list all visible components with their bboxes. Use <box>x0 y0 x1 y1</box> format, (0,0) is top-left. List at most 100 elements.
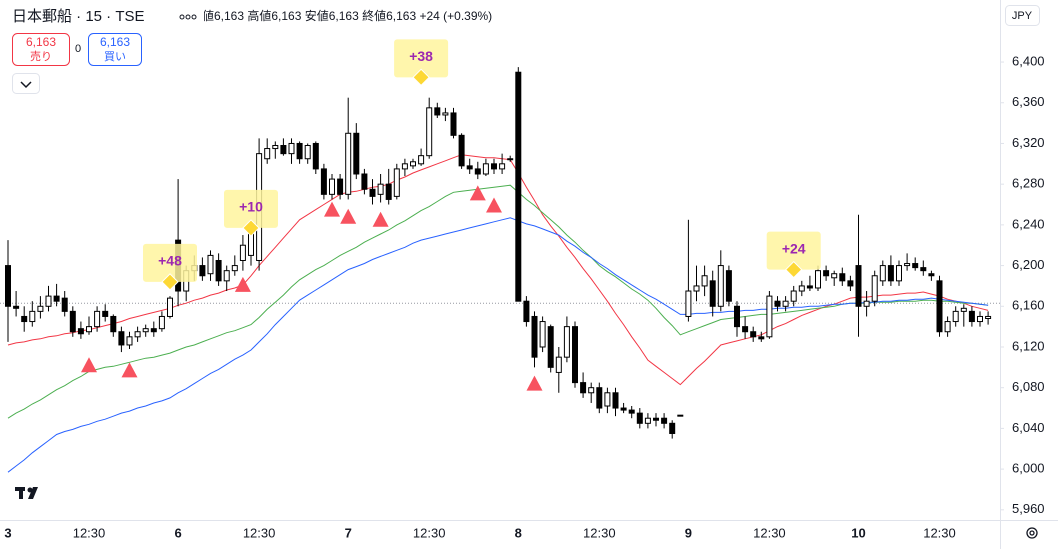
candle-body <box>21 315 28 323</box>
annotation-point <box>412 68 430 87</box>
settings-icon[interactable] <box>1026 527 1038 539</box>
buy-label: 買い <box>104 50 126 63</box>
candle-body <box>207 254 214 275</box>
y-tick-label: 6,320 <box>1012 135 1045 150</box>
candle-body <box>588 387 595 394</box>
y-tick-label: 6,160 <box>1012 298 1045 313</box>
candle-body <box>531 315 538 358</box>
annotation-box <box>766 231 821 270</box>
ma-line <box>7 217 989 473</box>
y-tick-label: 6,240 <box>1012 216 1045 231</box>
candle-body <box>434 107 441 116</box>
candle-body <box>29 310 36 323</box>
candle-body <box>94 310 101 328</box>
candle-body <box>142 328 149 333</box>
tv-logo <box>15 487 38 499</box>
candle-body <box>426 107 433 157</box>
candle-body <box>742 326 749 333</box>
candle-body <box>790 290 797 302</box>
candle-body <box>223 270 230 282</box>
sell-button[interactable] <box>12 33 70 66</box>
candle-body <box>118 331 125 346</box>
sell-price: 6,163 <box>26 35 56 49</box>
candle-body <box>547 326 554 368</box>
annotation-text: +24 <box>782 240 806 256</box>
annotation-point <box>784 260 803 279</box>
candle-body <box>960 307 967 312</box>
y-tick-label: 6,120 <box>1012 338 1045 353</box>
signal-marker <box>526 375 543 391</box>
candle-body <box>304 145 311 160</box>
candle-body <box>296 142 303 160</box>
candle-body <box>280 145 287 155</box>
annotation-text: +38 <box>409 48 433 64</box>
candle-body <box>758 336 765 340</box>
annotation-text: +10 <box>239 199 263 215</box>
candle-body <box>167 297 173 317</box>
x-tick-label: 12:30 <box>583 525 616 540</box>
candle-body <box>644 417 651 424</box>
buy-price: 6,163 <box>100 35 130 49</box>
sell-label: 売り <box>30 50 52 63</box>
signal-marker <box>234 276 251 292</box>
candle-body <box>466 165 473 170</box>
candle-body <box>604 392 611 407</box>
currency-button[interactable] <box>1005 5 1040 26</box>
candle-body <box>491 163 497 170</box>
candle-body <box>572 326 578 384</box>
candle-body <box>53 295 60 302</box>
y-tick-label: 6,080 <box>1012 379 1045 394</box>
candle-body <box>944 321 951 333</box>
x-tick-label: 12:30 <box>243 525 276 540</box>
candle-body <box>369 188 376 197</box>
candle-body <box>393 168 400 197</box>
annotation-point <box>242 219 260 237</box>
candle-body <box>150 328 157 333</box>
candle-body <box>653 417 659 421</box>
ohlc-line: 始値6,163 高値6,163 安値6,163 終値6,163 +24 (+0.… <box>190 8 492 23</box>
candle-body <box>353 132 360 175</box>
candle-body <box>215 259 222 282</box>
candle-body <box>239 244 246 261</box>
annotation-box <box>394 39 449 78</box>
title-box[interactable] <box>4 4 204 30</box>
candle-body <box>499 163 506 170</box>
candle-body <box>442 112 449 116</box>
candle-body <box>134 331 141 338</box>
signal-marker <box>340 208 357 224</box>
y-tick-label: 6,400 <box>1012 53 1045 68</box>
candle-body <box>515 71 522 302</box>
candle-body <box>312 142 319 170</box>
candle-body <box>774 300 781 307</box>
candle-body <box>410 161 416 167</box>
candle-body <box>815 270 821 289</box>
buy-button[interactable] <box>88 33 142 66</box>
collapse-button[interactable] <box>12 73 40 94</box>
signal-marker <box>121 362 138 378</box>
candle-body <box>782 300 789 307</box>
candle-body <box>717 265 724 307</box>
candle-body <box>863 300 870 307</box>
candle-body <box>871 275 878 302</box>
candle-body <box>879 265 886 282</box>
candle-body <box>458 134 465 167</box>
y-tick-label: 5,960 <box>1012 501 1045 516</box>
plot-area: +48 +10 +38 +24 <box>0 39 1000 473</box>
annotation-point <box>161 273 179 291</box>
candle-body <box>563 326 570 358</box>
candle-body <box>110 315 117 333</box>
candle-body <box>539 321 546 348</box>
more-button[interactable] <box>179 14 197 20</box>
candle-body <box>847 280 854 287</box>
candle-body <box>77 328 84 335</box>
candle-body <box>920 267 927 272</box>
candle-body <box>377 183 384 195</box>
y-tick-label: 6,360 <box>1012 94 1045 109</box>
candle-body <box>345 132 352 195</box>
candle-body <box>928 273 935 277</box>
candle-body <box>766 295 773 338</box>
candle-body <box>37 305 44 312</box>
y-tick-label: 6,000 <box>1012 461 1045 476</box>
candle-body <box>912 263 919 269</box>
candle-body <box>272 145 279 150</box>
